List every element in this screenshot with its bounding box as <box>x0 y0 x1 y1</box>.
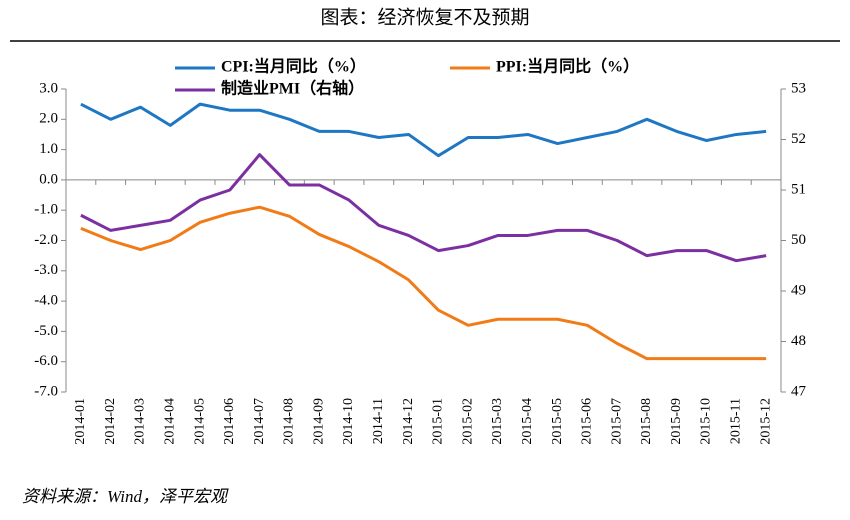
y-tick-label: -1.0 <box>34 202 58 218</box>
legend-label: CPI:当月同比（%） <box>221 57 366 76</box>
x-tick-label: 2014-06 <box>222 398 237 445</box>
y-tick-label: 3.0 <box>39 80 58 96</box>
x-tick-label: 2015-02 <box>460 398 475 445</box>
y2-tick-label: 51 <box>791 181 806 197</box>
x-tick-label: 2014-12 <box>401 398 416 445</box>
series-line <box>80 153 767 263</box>
x-tick-label: 2014-08 <box>282 398 297 445</box>
x-tick-label: 2015-09 <box>669 398 684 445</box>
y-tick-label: 0.0 <box>39 171 58 187</box>
y-tick-label: -4.0 <box>34 293 58 309</box>
y-tick-label: -7.0 <box>34 383 58 399</box>
x-tick-label: 2014-11 <box>371 398 386 444</box>
legend-label: 制造业PMI（右轴） <box>221 79 364 98</box>
y-tick-label: -6.0 <box>34 353 58 369</box>
y2-tick-label: 52 <box>791 131 806 147</box>
x-tick-label: 2015-11 <box>729 398 744 444</box>
y-tick-label: -3.0 <box>34 262 58 278</box>
y-tick-label: -5.0 <box>34 323 58 339</box>
x-tick-label: 2015-07 <box>609 398 624 445</box>
x-tick-label: 2015-01 <box>431 398 446 445</box>
x-tick-label: 2015-12 <box>758 398 773 445</box>
x-tick-label: 2014-07 <box>252 398 267 445</box>
x-tick-label: 2015-06 <box>580 398 595 445</box>
y2-tick-label: 48 <box>791 333 806 349</box>
x-tick-label: 2014-04 <box>162 398 177 445</box>
y2-tick-label: 50 <box>791 232 806 248</box>
chart-title: 图表：经济恢复不及预期 <box>320 6 529 28</box>
x-tick-label: 2015-04 <box>520 398 535 445</box>
x-tick-label: 2014-03 <box>133 398 148 445</box>
x-tick-label: 2014-10 <box>341 398 356 445</box>
x-tick-label: 2014-09 <box>311 398 326 445</box>
y-tick-label: 2.0 <box>39 111 58 127</box>
x-tick-label: 2015-03 <box>490 398 505 445</box>
x-tick-label: 2015-05 <box>550 398 565 445</box>
x-tick-label: 2014-01 <box>73 398 88 445</box>
x-tick-label: 2015-10 <box>699 398 714 445</box>
series-line <box>80 102 767 158</box>
y2-tick-label: 47 <box>791 383 807 399</box>
source-note: 资料来源：Wind，泽平宏观 <box>22 487 229 506</box>
legend-label: PPI:当月同比（%） <box>496 57 639 76</box>
y-tick-label: -2.0 <box>34 232 58 248</box>
y-tick-label: 1.0 <box>39 141 58 157</box>
x-tick-label: 2015-08 <box>639 398 654 445</box>
y2-tick-label: 49 <box>791 282 806 298</box>
y2-tick-label: 53 <box>791 80 806 96</box>
series-line <box>80 205 767 361</box>
x-tick-label: 2014-05 <box>192 398 207 445</box>
x-tick-label: 2014-02 <box>103 398 118 445</box>
